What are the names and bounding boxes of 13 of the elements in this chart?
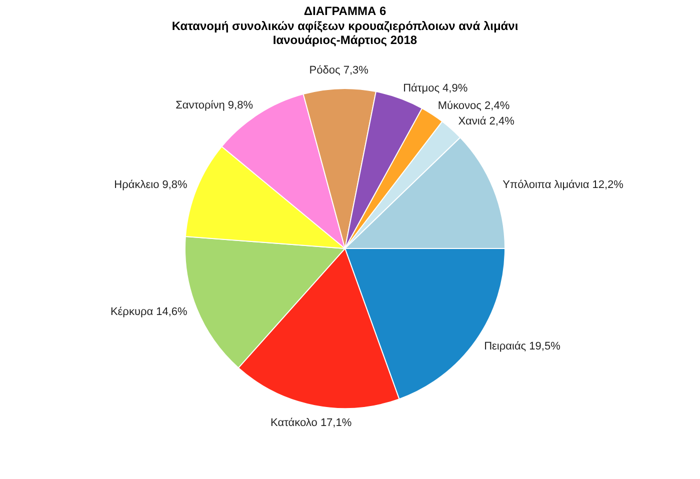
slice-label: Υπόλοιπα λιμάνια 12,2%: [502, 178, 624, 191]
text: Κατανομή συνολικών αφίξεων κρουαζιερόπλοιων ανά λιμάνι: [172, 19, 518, 33]
slice-label: Πειραιάς 19,5%: [484, 340, 561, 352]
slice-label: Κατάκολο 17,1%: [270, 417, 352, 430]
slice-label: Πάτμος 4,9%: [403, 82, 468, 95]
slice-label: Σαντορίνη 9,8%: [176, 100, 254, 112]
slice-label: Ρόδος 7,3%: [309, 64, 369, 77]
slice-label: Χανιά 2,4%: [458, 116, 515, 128]
slice-label: Μύκονος 2,4%: [438, 100, 510, 112]
slice-label: Κέρκυρα 14,6%: [110, 306, 188, 318]
chart-title: ΔΙΑΓΡΑΜΜΑ 6: [304, 4, 386, 18]
text: Ιανουάριος-Μάρτιος 2018: [272, 33, 418, 47]
slice-label: Ηράκλειο 9,8%: [114, 178, 188, 191]
